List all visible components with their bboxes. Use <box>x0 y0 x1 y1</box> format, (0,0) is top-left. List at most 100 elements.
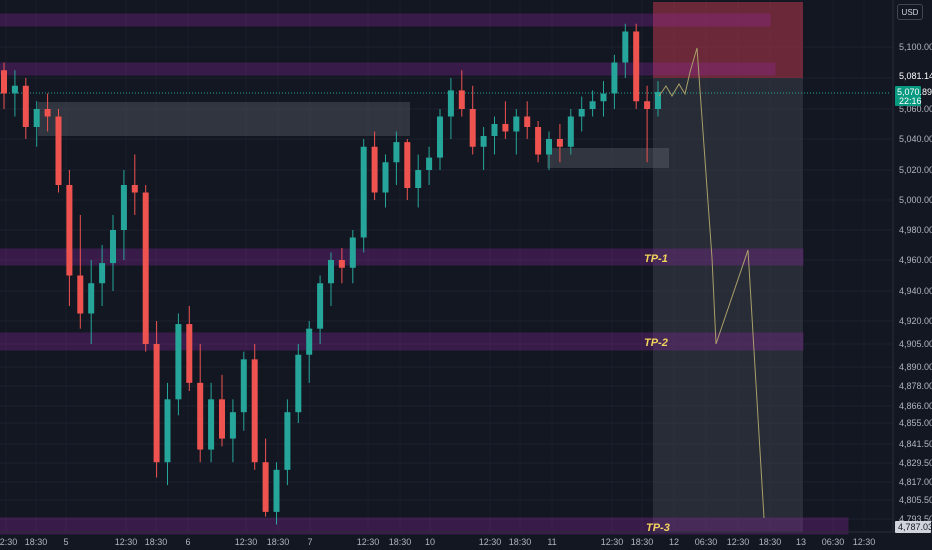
price-axis[interactable]: 5,100.0005,080.0005,060.0005,040.0005,02… <box>899 42 932 524</box>
candle <box>22 78 29 139</box>
candle <box>611 54 618 109</box>
candle-body <box>611 62 618 94</box>
candle <box>644 85 651 163</box>
candle-body <box>589 101 596 109</box>
candle <box>502 101 509 139</box>
candle-body <box>306 328 313 355</box>
candle <box>11 70 18 117</box>
candle-body <box>55 116 62 185</box>
candle-body <box>295 354 302 413</box>
candle <box>589 90 596 117</box>
y-tick-label: 5,100.000 <box>899 42 932 52</box>
candle-body <box>219 399 225 439</box>
candle-body <box>382 162 389 193</box>
y-tick-label: 4,817.000 <box>899 477 932 487</box>
candle <box>219 374 225 447</box>
candle <box>371 131 378 200</box>
candle <box>88 260 95 344</box>
y-tick-label: 4,829.500 <box>899 458 932 468</box>
x-tick-label: 18:30 <box>389 537 412 547</box>
candle-body <box>88 283 95 314</box>
y-tick-label: 4,980.000 <box>899 225 932 235</box>
gray-block-zone-right <box>547 148 669 168</box>
y-tick-label: 4,866.000 <box>899 401 932 411</box>
time-axis[interactable]: 12:30 18:30 5 12:30 18:30 6 12:30 18:30 7 12:30 18… <box>0 537 875 547</box>
y-tick-label: 5,040.000 <box>899 134 932 144</box>
y-tick-label: 4,960.000 <box>899 255 932 265</box>
resistance-zone-top <box>0 13 771 27</box>
tp1-label: TP-1 <box>644 253 668 265</box>
candle <box>1 62 7 109</box>
candles <box>1 23 661 525</box>
target-zone <box>653 78 803 533</box>
x-tick-label: 06:30 <box>695 537 718 547</box>
currency-button[interactable]: USD <box>897 4 923 20</box>
candle-body <box>77 275 84 314</box>
candle-body <box>469 109 476 147</box>
x-tick-label: 18:30 <box>145 537 168 547</box>
candle-body <box>175 324 182 400</box>
tp1-zone <box>0 248 804 266</box>
candle <box>535 121 542 163</box>
last-price-tag: 5,070.890 22:16 <box>895 86 932 106</box>
x-tick-label: 18:30 <box>267 537 290 547</box>
y-tick-label: 5,000.000 <box>899 195 932 205</box>
price-tag-level-top-text: 5,081.148 <box>899 71 932 81</box>
candle <box>164 382 171 486</box>
candle <box>600 81 607 117</box>
x-tick-label: 18:30 <box>25 537 48 547</box>
candle-body <box>513 116 520 132</box>
candle <box>622 23 629 78</box>
candle <box>393 131 400 185</box>
candle-body <box>556 139 563 147</box>
candle-body <box>349 237 356 268</box>
candle-body <box>284 412 291 470</box>
y-tick-label: 4,905.000 <box>899 339 932 349</box>
price-tag-level-bottom: 4,787.032 <box>895 521 932 533</box>
candle <box>186 306 193 391</box>
candle-body <box>317 283 324 329</box>
candle <box>513 109 520 155</box>
candle <box>110 215 116 291</box>
projection-path <box>658 47 765 519</box>
candle-body <box>458 90 465 109</box>
countdown-text: 22:16 <box>899 96 922 106</box>
candle <box>131 154 138 215</box>
price-tag-level-top: 5,081.148 <box>895 70 932 82</box>
candle <box>55 109 62 193</box>
gray-block-zone <box>38 102 410 136</box>
candle <box>295 344 302 423</box>
candle <box>33 101 40 147</box>
candle-body <box>99 263 106 284</box>
x-tick-label: 7 <box>307 537 312 547</box>
y-tick-label: 5,060.000 <box>899 104 932 114</box>
candle <box>469 85 476 155</box>
y-tick-label: 4,805.500 <box>899 495 932 505</box>
candle-body <box>229 412 236 439</box>
x-tick-label: 11 <box>547 537 556 547</box>
candle <box>317 275 324 344</box>
candle-body <box>33 109 40 127</box>
grid-lines <box>0 46 893 520</box>
x-tick-label: 12:30 <box>0 537 17 547</box>
x-tick-label: 12:30 <box>479 537 502 547</box>
candle-body <box>578 109 585 117</box>
candle <box>229 399 236 463</box>
candle <box>251 344 258 470</box>
candle-body <box>502 124 509 132</box>
x-tick-label: 5 <box>63 537 68 547</box>
candle-body <box>197 382 204 450</box>
candle <box>567 109 574 155</box>
candle-body <box>273 469 280 512</box>
candle <box>197 344 204 463</box>
candle-body <box>447 90 454 117</box>
last-price-text: 5,070.890 <box>897 87 932 97</box>
y-tick-label: 4,855.000 <box>899 418 932 428</box>
candle <box>480 127 487 170</box>
candle-body <box>567 116 574 147</box>
y-tick-label: 5,020.000 <box>899 165 932 175</box>
candle <box>426 146 433 185</box>
candle <box>175 313 182 416</box>
y-tick-label: 4,940.000 <box>899 286 932 296</box>
